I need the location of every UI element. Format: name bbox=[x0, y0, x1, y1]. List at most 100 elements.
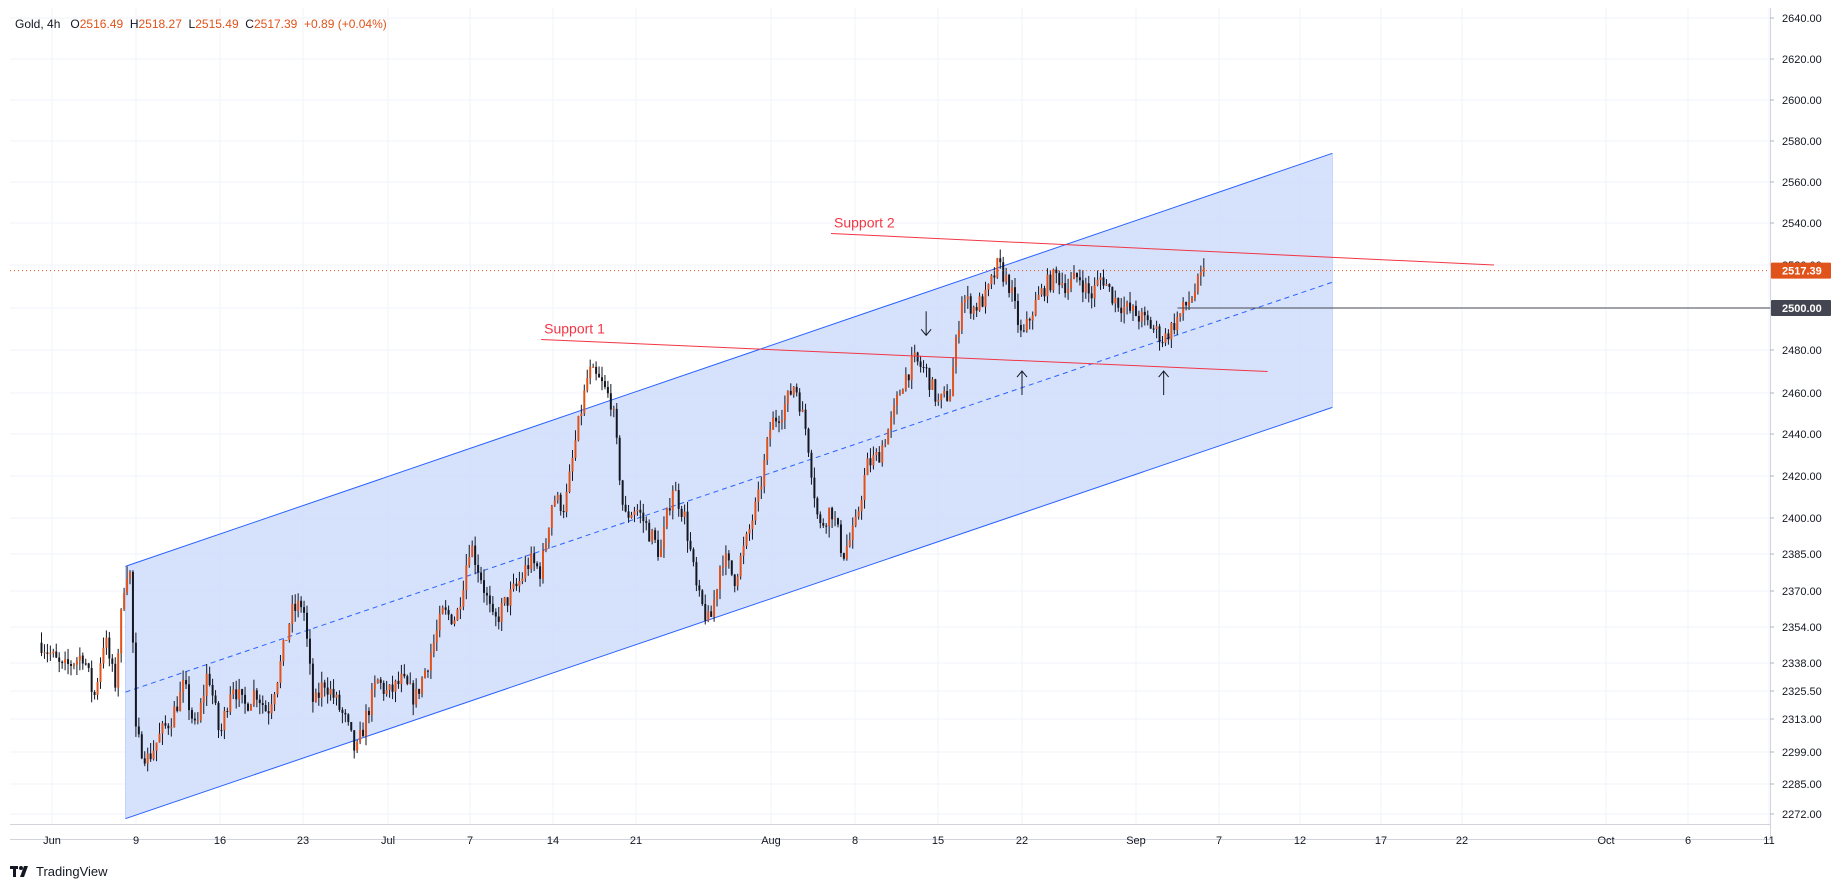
candle bbox=[1002, 256, 1005, 287]
candle-body bbox=[1019, 324, 1022, 331]
candle-body bbox=[1196, 275, 1199, 292]
candle bbox=[842, 552, 845, 561]
candle bbox=[241, 688, 244, 704]
candle bbox=[273, 691, 276, 712]
arrow-head bbox=[920, 328, 932, 337]
candle-body bbox=[117, 653, 120, 688]
candle-body bbox=[875, 452, 878, 456]
price-tick-label: 2285.00 bbox=[1782, 779, 1822, 791]
candle-body bbox=[860, 500, 863, 512]
candle-body bbox=[698, 585, 701, 591]
change-value: +0.89 (+0.04%) bbox=[304, 17, 387, 31]
candle bbox=[692, 547, 695, 567]
candle bbox=[721, 555, 724, 576]
candle-body bbox=[235, 689, 238, 700]
tradingview-logo[interactable]: TradingView bbox=[10, 864, 108, 879]
candle-body bbox=[772, 417, 775, 430]
candle bbox=[244, 686, 247, 714]
candle-body bbox=[943, 391, 946, 395]
candle-body bbox=[152, 750, 155, 760]
candle-body bbox=[633, 511, 636, 515]
candle-body bbox=[311, 663, 314, 702]
candle-body bbox=[1176, 317, 1179, 331]
candle bbox=[90, 660, 93, 703]
candle bbox=[465, 554, 468, 600]
candle-body bbox=[751, 520, 754, 530]
candle-body bbox=[1143, 311, 1146, 316]
price-axis[interactable]: 2640.00 2620.00 2600.00 2580.00 2560.00 2540.… bbox=[1770, 0, 1843, 840]
candle bbox=[719, 565, 721, 600]
price-tick-label: 2480.00 bbox=[1782, 345, 1822, 357]
candle-body bbox=[1123, 306, 1126, 314]
candle-body bbox=[485, 592, 488, 596]
candle-body bbox=[742, 545, 745, 556]
candle-body bbox=[955, 337, 957, 368]
candle bbox=[126, 566, 129, 596]
candle-body bbox=[766, 438, 769, 460]
candle-body bbox=[727, 553, 730, 561]
candle-body bbox=[462, 590, 465, 607]
interval-label[interactable]: 4h bbox=[47, 17, 61, 31]
candle bbox=[471, 540, 474, 558]
candle-body bbox=[533, 553, 536, 564]
candle bbox=[542, 542, 544, 584]
candle bbox=[412, 680, 415, 716]
candle bbox=[1158, 323, 1161, 351]
candle-body bbox=[491, 603, 494, 612]
candle-body bbox=[863, 475, 866, 501]
candle-body bbox=[559, 494, 562, 511]
candle bbox=[665, 507, 668, 530]
candle bbox=[1087, 275, 1090, 303]
candle bbox=[890, 411, 893, 438]
candle-body bbox=[1075, 272, 1078, 278]
candle bbox=[1170, 321, 1173, 349]
support-line-1 bbox=[541, 339, 1268, 372]
candle-body bbox=[848, 540, 851, 547]
candle bbox=[1137, 310, 1140, 330]
candle-body bbox=[1034, 299, 1037, 316]
candle-body bbox=[618, 437, 621, 481]
candle-body bbox=[778, 421, 780, 423]
candle-body bbox=[137, 726, 140, 735]
candle bbox=[683, 504, 686, 525]
candle bbox=[922, 360, 925, 373]
candle-body bbox=[1161, 342, 1164, 344]
candle-body bbox=[1152, 328, 1155, 330]
candle bbox=[205, 664, 208, 707]
candle-body bbox=[483, 580, 485, 593]
candle bbox=[226, 707, 229, 718]
candle-body bbox=[524, 565, 527, 579]
candle bbox=[1120, 298, 1123, 322]
candle bbox=[441, 605, 444, 615]
candle bbox=[1152, 324, 1155, 334]
candle bbox=[297, 593, 300, 618]
candle bbox=[258, 694, 261, 715]
time-axis[interactable]: Jun 9 16 23 Jul 7 14 21 Aug 8 15 22 Sep 7 12 17 22 Oct 6 11 bbox=[43, 835, 1775, 847]
candle-body bbox=[388, 684, 391, 691]
candle bbox=[952, 357, 955, 397]
candle bbox=[562, 504, 565, 519]
candle bbox=[483, 569, 485, 603]
candle bbox=[264, 700, 267, 712]
price-tick-label: 2272.00 bbox=[1782, 809, 1822, 821]
candle bbox=[1028, 317, 1031, 330]
candle-body bbox=[1149, 320, 1152, 329]
candle bbox=[1111, 286, 1114, 306]
candle-body bbox=[1028, 319, 1031, 321]
candle bbox=[937, 393, 940, 406]
candle-body bbox=[527, 565, 530, 570]
candle-body bbox=[129, 571, 131, 579]
candle bbox=[819, 511, 822, 529]
symbol-name[interactable]: Gold bbox=[15, 17, 41, 31]
candle bbox=[955, 334, 957, 374]
candle-body bbox=[686, 511, 689, 541]
candle-body bbox=[359, 729, 362, 743]
candle bbox=[609, 384, 612, 417]
candle bbox=[114, 657, 117, 692]
candle-body bbox=[453, 620, 456, 625]
candle-body bbox=[630, 514, 633, 518]
candle-body bbox=[211, 685, 214, 696]
candle bbox=[733, 573, 736, 593]
candle-body bbox=[940, 394, 943, 400]
